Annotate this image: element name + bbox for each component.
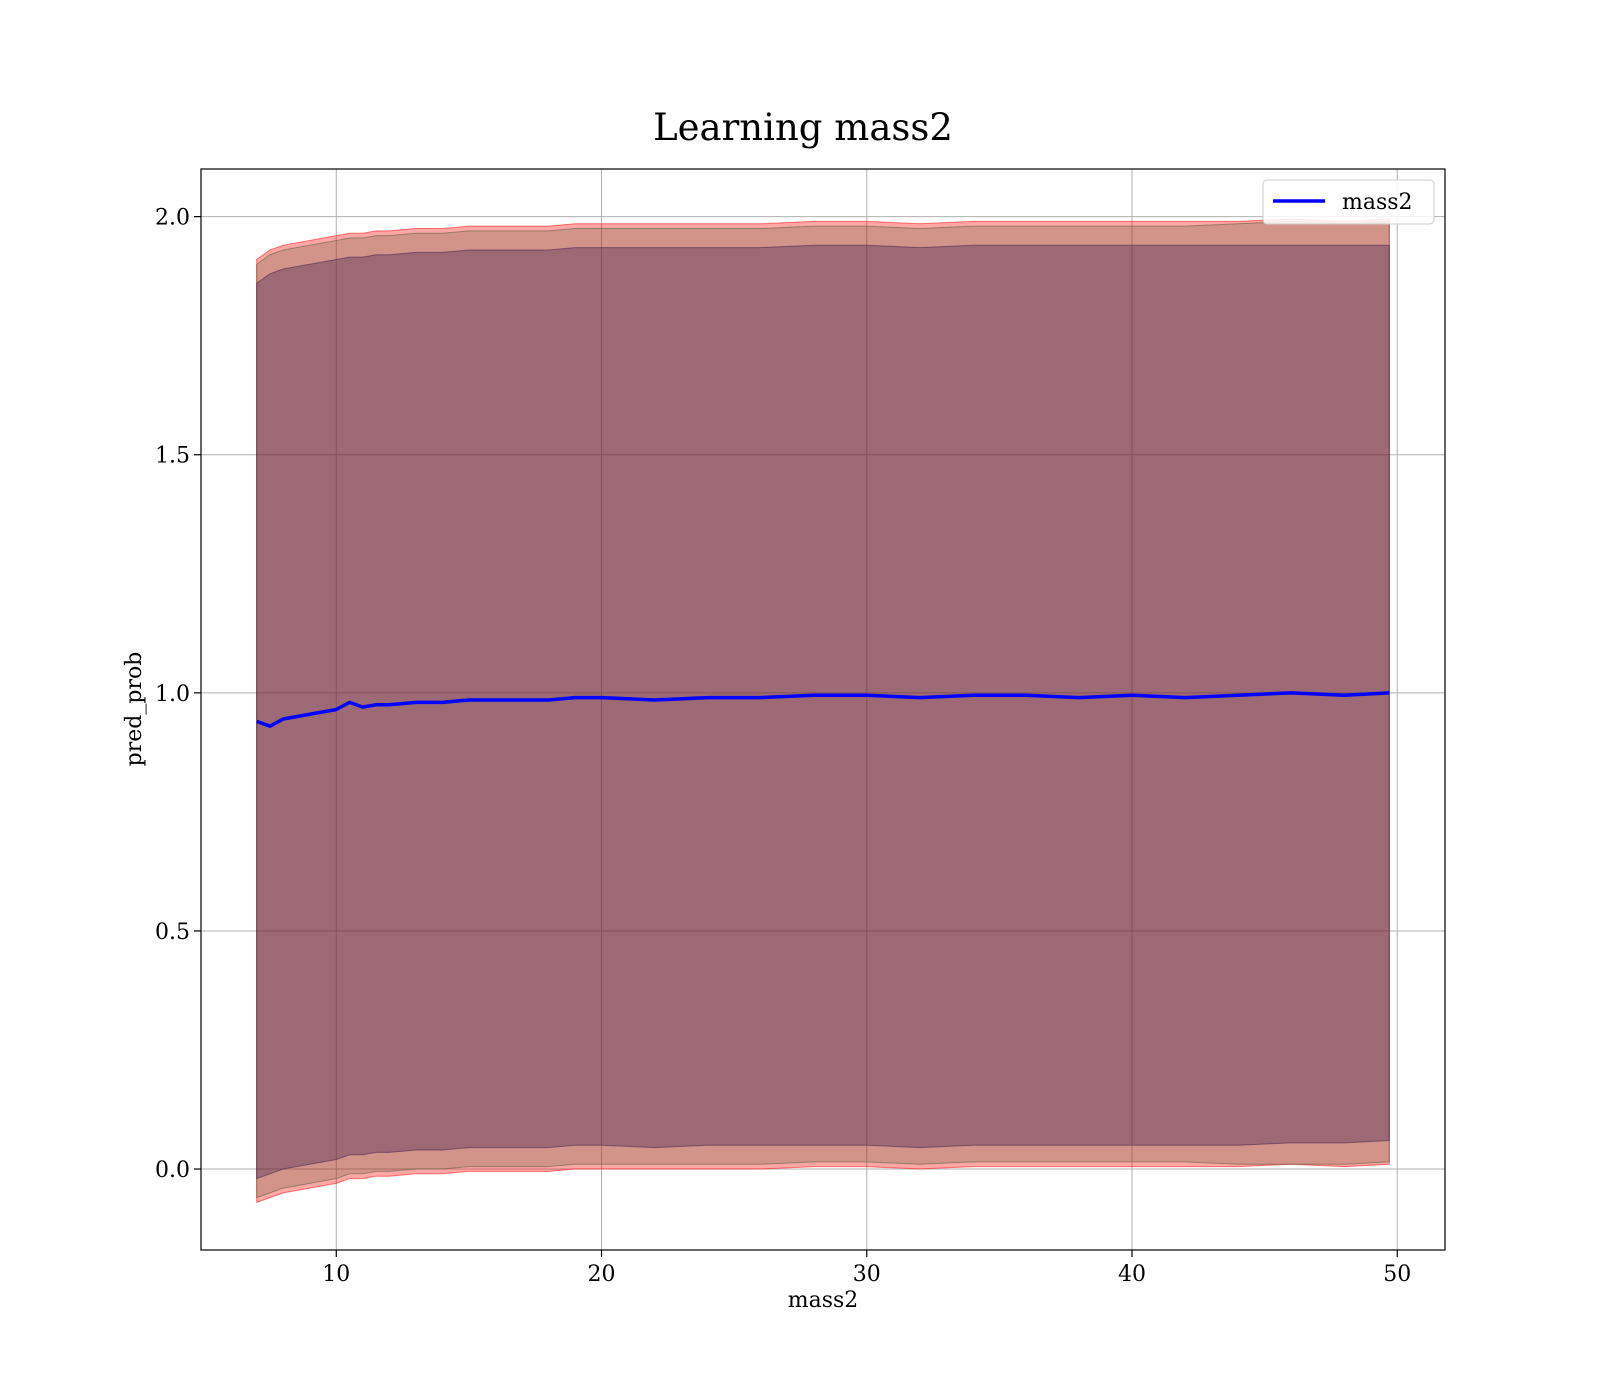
confidence-band-3 (256, 244, 1390, 1180)
y-tick-label: 0.5 (155, 920, 190, 945)
x-axis-ticks: 10 20 30 40 50 (322, 1250, 1411, 1287)
y-tick-label: 1.5 (155, 444, 190, 469)
x-tick-label: 10 (322, 1262, 350, 1287)
y-tick-label: 2.0 (155, 206, 190, 231)
x-axis-label: mass2 (788, 1288, 859, 1313)
x-tick-label: 30 (853, 1262, 881, 1287)
y-axis-ticks: 0.0 0.5 1.0 1.5 2.0 (155, 206, 201, 1183)
x-tick-label: 40 (1118, 1262, 1146, 1287)
legend-box (1262, 179, 1435, 225)
plot-frame (200, 168, 1446, 1251)
series-lines (256, 691, 1390, 728)
legend: mass2 (1262, 179, 1435, 225)
series-line-mass2 (256, 691, 1390, 728)
legend-label-mass2: mass2 (1342, 190, 1413, 215)
y-tick-label: 1.0 (155, 682, 190, 707)
x-tick-label: 20 (588, 1262, 616, 1287)
confidence-band-2 (256, 220, 1390, 1199)
confidence-band-1 (256, 218, 1390, 1204)
y-axis-label: pred_prob (122, 652, 147, 767)
grid (201, 169, 1445, 1250)
confidence-bands (256, 218, 1390, 1204)
y-tick-label: 0.0 (155, 1158, 190, 1183)
x-tick-label: 50 (1383, 1262, 1411, 1287)
chart-title: Learning mass2 (653, 106, 953, 149)
